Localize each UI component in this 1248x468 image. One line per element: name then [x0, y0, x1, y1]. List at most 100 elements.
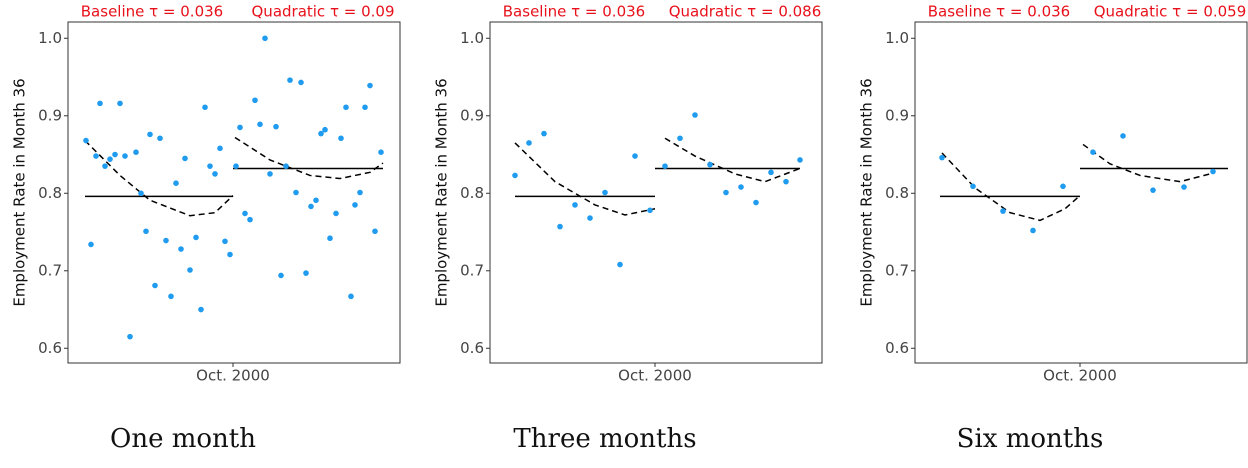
y-tick-label: 0.8: [38, 184, 62, 202]
quadratic-fit: [1082, 143, 1214, 183]
point: [88, 241, 94, 248]
quadratic-fit: [941, 152, 1081, 222]
y-tick-label: 0.6: [460, 339, 484, 357]
point: [541, 130, 547, 137]
point: [1210, 168, 1216, 175]
plot-frame: [489, 21, 823, 364]
point: [278, 272, 284, 279]
y-axis-label: Employment Rate in Month 36: [11, 78, 29, 306]
point: [117, 100, 123, 107]
point: [362, 104, 368, 111]
point: [212, 171, 218, 177]
point: [122, 153, 128, 159]
y-tick-label: 0.6: [885, 339, 909, 357]
point: [677, 135, 683, 142]
x-tick-label: Oct. 2000: [1043, 367, 1117, 385]
point: [267, 171, 273, 177]
point: [313, 197, 319, 204]
y-tick-label: 0.9: [460, 106, 484, 124]
quadratic-fit: [664, 137, 801, 183]
caption: Three months: [513, 424, 696, 454]
y-tick-label: 1.0: [38, 29, 62, 47]
point: [338, 135, 344, 142]
point: [178, 246, 184, 252]
point: [97, 100, 103, 107]
y-axis-label: Employment Rate in Month 36: [433, 78, 451, 306]
point: [143, 228, 149, 235]
point: [783, 178, 789, 185]
y-tick-label: 0.9: [885, 106, 909, 124]
y-tick-label: 0.7: [38, 261, 62, 279]
y-tick-label: 0.6: [38, 339, 62, 357]
point: [1090, 149, 1096, 155]
point: [293, 189, 299, 196]
quadratic-label: Quadratic τ = 0.059: [1094, 3, 1247, 21]
point: [163, 237, 169, 244]
point: [378, 149, 384, 155]
point: [707, 161, 713, 168]
point: [182, 155, 188, 162]
point: [193, 234, 199, 241]
x-tick-label: Oct. 2000: [618, 367, 692, 385]
point: [168, 293, 174, 300]
point: [512, 172, 518, 179]
point: [237, 124, 243, 131]
point: [102, 163, 108, 169]
point: [1181, 184, 1187, 190]
point: [1000, 208, 1006, 214]
point: [797, 157, 803, 163]
point: [138, 190, 144, 197]
point: [262, 35, 268, 42]
quadratic-label: Quadratic τ = 0.086: [669, 3, 822, 21]
point: [283, 163, 289, 169]
y-tick-label: 0.8: [885, 184, 909, 202]
point: [187, 267, 193, 273]
point: [372, 228, 378, 235]
baseline-label: Baseline τ = 0.036: [928, 3, 1070, 21]
plot-frame: [67, 21, 401, 364]
point: [217, 145, 223, 152]
point: [557, 223, 563, 230]
point: [647, 207, 653, 214]
point: [247, 216, 253, 223]
point: [198, 306, 204, 313]
point: [222, 238, 228, 245]
caption: One month: [110, 424, 256, 454]
point: [202, 104, 208, 111]
point: [173, 180, 179, 186]
point: [133, 149, 139, 155]
y-tick-label: 0.7: [460, 261, 484, 279]
y-tick-label: 0.8: [460, 184, 484, 202]
point: [602, 189, 608, 196]
point: [343, 104, 349, 111]
point: [287, 77, 293, 83]
point: [1030, 227, 1036, 234]
point: [227, 251, 233, 258]
point: [1120, 133, 1126, 139]
point: [242, 210, 248, 217]
baseline-label: Baseline τ = 0.036: [81, 3, 223, 21]
point: [662, 163, 668, 169]
y-tick-label: 0.7: [885, 261, 909, 279]
point: [112, 151, 118, 158]
y-tick-label: 0.9: [38, 106, 62, 124]
point: [723, 189, 729, 196]
point: [233, 163, 239, 169]
point: [939, 154, 945, 161]
point: [93, 153, 99, 159]
point: [632, 153, 638, 159]
point: [348, 293, 354, 300]
point: [298, 79, 304, 86]
point: [327, 235, 333, 242]
point: [252, 97, 258, 104]
point: [83, 137, 89, 144]
point: [333, 210, 339, 217]
point: [207, 163, 213, 169]
baseline-label: Baseline τ = 0.036: [503, 3, 645, 21]
point: [526, 140, 532, 146]
point: [738, 184, 744, 190]
point: [318, 130, 324, 137]
point: [152, 282, 158, 289]
quadratic-fit: [84, 140, 234, 217]
